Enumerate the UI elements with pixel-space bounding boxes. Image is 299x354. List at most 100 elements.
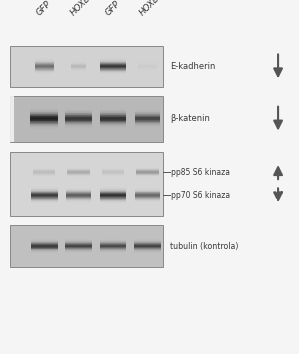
- Bar: [134, 240, 161, 241]
- Bar: [65, 250, 92, 251]
- Bar: [102, 172, 124, 173]
- Bar: [31, 196, 58, 197]
- Bar: [66, 193, 91, 194]
- Bar: [100, 194, 126, 195]
- Bar: [100, 192, 126, 193]
- Bar: [65, 113, 92, 114]
- Bar: [31, 252, 58, 253]
- Bar: [33, 167, 56, 168]
- Bar: [31, 187, 58, 188]
- Text: β-katenin: β-katenin: [170, 114, 210, 123]
- Bar: [100, 114, 126, 115]
- Bar: [71, 70, 86, 71]
- Bar: [100, 71, 126, 72]
- Bar: [31, 191, 58, 192]
- Bar: [65, 118, 92, 119]
- Bar: [65, 114, 92, 115]
- Bar: [102, 167, 124, 168]
- Bar: [100, 118, 126, 119]
- Bar: [100, 193, 126, 194]
- Bar: [102, 169, 124, 170]
- Bar: [67, 173, 90, 174]
- Bar: [31, 249, 58, 250]
- Bar: [31, 190, 58, 191]
- Bar: [135, 121, 160, 122]
- Bar: [136, 175, 158, 176]
- Bar: [134, 250, 161, 251]
- Bar: [100, 240, 126, 241]
- Bar: [31, 188, 58, 189]
- Text: HOXB13: HOXB13: [69, 0, 101, 18]
- Bar: [34, 66, 54, 67]
- Bar: [100, 69, 126, 70]
- Bar: [100, 246, 126, 247]
- Bar: [30, 124, 59, 125]
- Bar: [66, 190, 91, 191]
- Bar: [34, 60, 54, 61]
- Bar: [100, 195, 126, 196]
- Bar: [30, 111, 59, 112]
- Bar: [135, 120, 160, 121]
- Bar: [30, 114, 59, 115]
- Bar: [34, 67, 54, 68]
- Bar: [30, 109, 59, 110]
- Bar: [135, 119, 160, 120]
- Bar: [135, 123, 160, 124]
- Bar: [33, 170, 56, 171]
- Bar: [135, 189, 160, 190]
- Bar: [67, 169, 90, 170]
- Bar: [136, 168, 158, 169]
- Bar: [66, 195, 91, 196]
- Bar: [33, 175, 56, 176]
- Bar: [66, 196, 91, 197]
- Bar: [71, 66, 86, 67]
- Bar: [65, 110, 92, 111]
- Bar: [100, 243, 126, 244]
- Bar: [100, 72, 126, 73]
- Bar: [31, 198, 58, 199]
- Bar: [65, 243, 92, 244]
- Bar: [34, 68, 54, 69]
- Bar: [65, 240, 92, 241]
- Bar: [102, 176, 124, 177]
- Bar: [67, 176, 90, 177]
- Bar: [67, 174, 90, 175]
- Bar: [30, 119, 59, 120]
- Bar: [66, 192, 91, 193]
- Bar: [33, 172, 56, 173]
- Bar: [33, 171, 56, 172]
- Bar: [31, 239, 58, 240]
- Bar: [65, 109, 92, 110]
- Bar: [33, 173, 56, 174]
- Bar: [134, 246, 161, 247]
- Bar: [136, 176, 158, 177]
- Bar: [30, 121, 59, 122]
- Bar: [67, 172, 90, 173]
- Bar: [71, 61, 86, 62]
- Bar: [65, 239, 92, 240]
- Text: GFP: GFP: [35, 0, 53, 18]
- Bar: [33, 176, 56, 177]
- Bar: [138, 64, 157, 65]
- Bar: [100, 113, 126, 114]
- Bar: [100, 191, 126, 192]
- Bar: [135, 112, 160, 113]
- Text: pp85 S6 kinaza: pp85 S6 kinaza: [171, 168, 230, 177]
- Bar: [134, 241, 161, 242]
- Bar: [31, 192, 58, 193]
- Bar: [30, 126, 59, 127]
- Bar: [100, 119, 126, 120]
- Bar: [100, 66, 126, 67]
- Bar: [66, 202, 91, 203]
- Bar: [30, 110, 59, 111]
- Bar: [135, 196, 160, 197]
- Bar: [65, 126, 92, 127]
- Bar: [100, 124, 126, 125]
- Bar: [33, 169, 56, 170]
- Bar: [138, 68, 157, 69]
- Bar: [135, 127, 160, 128]
- Bar: [135, 192, 160, 193]
- Bar: [102, 170, 124, 171]
- Bar: [65, 249, 92, 250]
- Bar: [134, 247, 161, 248]
